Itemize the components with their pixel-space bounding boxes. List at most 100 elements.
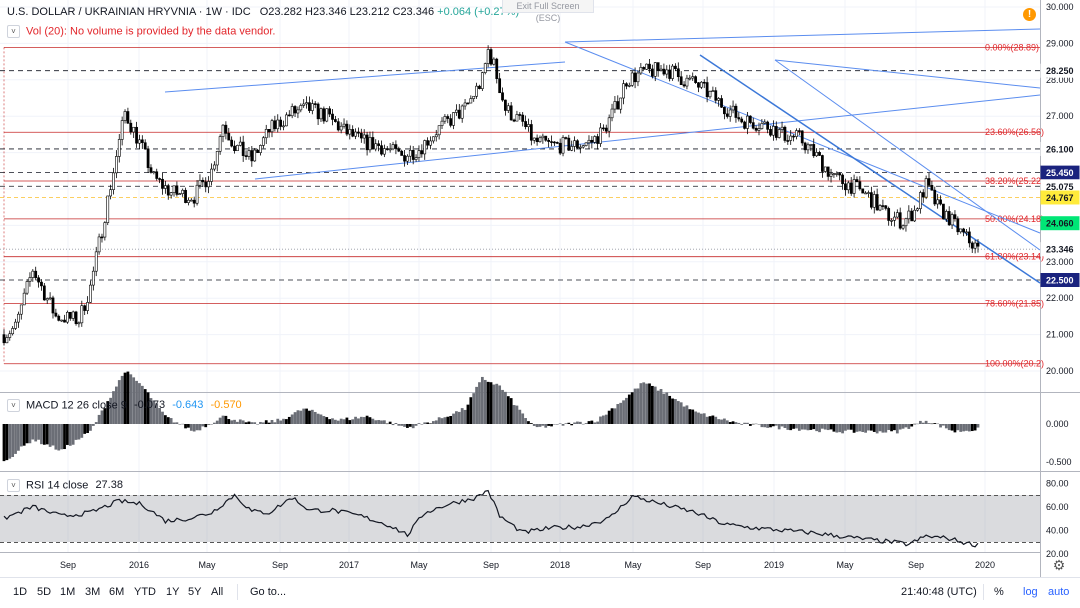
macd-histogram-bar	[400, 424, 404, 426]
macd-histogram-bar	[973, 424, 977, 431]
candle-body	[135, 126, 138, 144]
macd-histogram-bar	[884, 424, 888, 433]
macd-histogram-bar	[316, 413, 320, 424]
macd-histogram-bar	[916, 423, 919, 425]
candle-body	[604, 127, 608, 132]
percent-toggle[interactable]: %	[994, 586, 1004, 598]
candle-body	[77, 322, 81, 325]
candle-body	[826, 166, 830, 177]
macd-histogram-bar	[8, 424, 12, 459]
candle-body	[244, 155, 248, 157]
candle-body	[440, 120, 444, 126]
macd-histogram-bar	[247, 421, 251, 424]
candle-body	[54, 312, 58, 317]
macd-histogram-bar	[60, 424, 64, 450]
price-label: 24.060	[1046, 219, 1074, 229]
macd-histogram-bar	[233, 419, 236, 424]
candle-body	[622, 83, 625, 99]
candle-body	[633, 72, 637, 83]
candle-body	[918, 192, 922, 210]
candle-body	[581, 145, 585, 148]
rsi-value: 27.38	[95, 479, 123, 492]
candle-body	[555, 142, 559, 144]
exit-fullscreen-button[interactable]: Exit Full Screen (ESC)	[502, 0, 594, 23]
range-1m-button[interactable]: 1M	[60, 586, 76, 598]
macd-legend[interactable]: ˅ MACD 12 26 close 9 -0.073 -0.643 -0.570	[7, 399, 242, 412]
candle-body	[319, 108, 323, 120]
macd-histogram-bar	[760, 424, 764, 428]
macd-histogram-bar	[936, 423, 940, 425]
candle-body	[241, 141, 245, 156]
candle-body	[48, 297, 52, 300]
macd-histogram-bar	[276, 418, 280, 424]
range-ytd-button[interactable]: YTD	[134, 586, 156, 598]
macd-histogram-bar	[452, 413, 455, 424]
candle-body	[472, 95, 476, 99]
macd-histogram-bar	[593, 422, 597, 424]
macd-histogram-bar	[492, 384, 496, 424]
candle-body	[576, 140, 579, 149]
candle-body	[910, 210, 914, 222]
candle-body	[195, 184, 199, 204]
rsi-legend[interactable]: ˅ RSI 14 close 27.38	[7, 479, 123, 492]
candle-body	[803, 142, 807, 151]
macd-histogram-bar	[184, 424, 187, 429]
macd-histogram-bar	[192, 424, 196, 432]
macd-histogram-bar	[622, 400, 625, 424]
price-label-background	[1040, 273, 1080, 287]
range-1d-button[interactable]: 1D	[13, 586, 28, 598]
macd-histogram-bar	[149, 398, 153, 424]
candle-body	[293, 106, 297, 114]
candle-body	[161, 178, 164, 189]
candle-body	[25, 281, 29, 294]
macd-histogram-bar	[224, 415, 228, 424]
symbol-legend[interactable]: U.S. DOLLAR / UKRAINIAN HRYVNIA · 1W · I…	[7, 6, 519, 18]
candle-body	[772, 126, 775, 136]
log-toggle[interactable]: log	[1023, 586, 1038, 598]
candle-body	[368, 137, 372, 151]
chevron-down-icon[interactable]: ˅	[7, 25, 20, 38]
range-1y-button[interactable]: 1Y	[166, 586, 180, 598]
price-label: 28.250	[1046, 66, 1074, 76]
chevron-down-icon[interactable]: ˅	[7, 479, 20, 492]
trend-lines	[164, 28, 1041, 284]
macd-histogram-bar	[322, 416, 326, 424]
candle-body	[970, 242, 974, 249]
auto-toggle[interactable]: auto	[1048, 586, 1070, 598]
clock[interactable]: 21:40:48 (UTC)	[901, 586, 977, 598]
candle-body	[227, 133, 231, 141]
macd-histogram-bar	[163, 415, 167, 424]
time-axis-ticks: Sep 2016 May Sep 2017 May Sep 2018 May Sep 2019 May…	[60, 560, 995, 570]
macd-histogram-bar	[385, 423, 389, 425]
candle-body	[207, 181, 210, 188]
macd-histogram-bar	[351, 419, 355, 424]
candle-body	[720, 98, 723, 108]
macd-histogram-bar	[14, 424, 17, 454]
range-all-button[interactable]: All	[211, 586, 224, 598]
macd-histogram-bar	[547, 424, 551, 426]
macd-histogram-bar	[483, 379, 487, 424]
macd-histogram-bar	[455, 411, 458, 424]
candle-body	[483, 63, 487, 73]
macd-histogram-bar	[498, 385, 502, 424]
range-5y-button[interactable]: 5Y	[188, 586, 202, 598]
warning-icon[interactable]: !	[1023, 8, 1036, 21]
candle-body	[351, 129, 355, 137]
candle-body	[328, 108, 332, 115]
macd-histogram-bar	[403, 424, 406, 427]
goto-button[interactable]: Go to...	[250, 586, 287, 598]
candle-body	[89, 284, 92, 303]
gear-icon[interactable]: ⚙	[1052, 557, 1066, 573]
volume-legend[interactable]: ˅ Vol (20): No volume is provided by the …	[7, 25, 275, 38]
candle-body	[668, 69, 672, 79]
range-3m-button[interactable]: 3M	[85, 586, 101, 598]
range-6m-button[interactable]: 6M	[109, 586, 125, 598]
candle-body	[544, 135, 548, 141]
candle-body	[463, 102, 467, 107]
chevron-down-icon[interactable]: ˅	[7, 399, 20, 412]
range-5d-button[interactable]: 5D	[37, 586, 52, 598]
vertical-grid	[67, 0, 986, 552]
macd-histogram-bar	[293, 412, 297, 424]
